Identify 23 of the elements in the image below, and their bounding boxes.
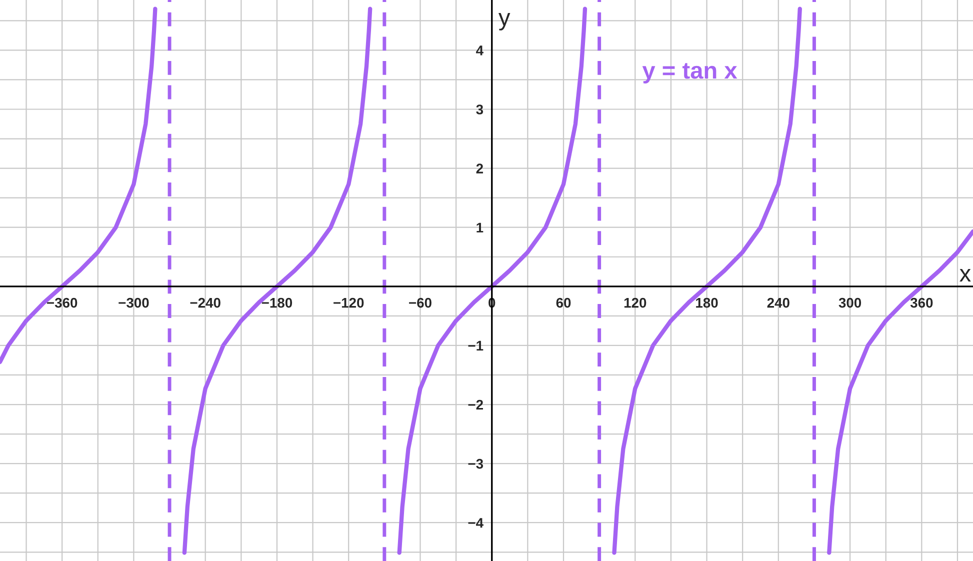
x-axis-title: x bbox=[960, 269, 971, 282]
y-tick-label: 4 bbox=[476, 46, 484, 56]
x-tick-label: −300 bbox=[118, 298, 149, 308]
y-tick-label: −2 bbox=[468, 400, 483, 410]
text: y = tan x bbox=[642, 63, 738, 84]
y-tick-label: 3 bbox=[476, 104, 484, 114]
y-tick-label: −1 bbox=[468, 340, 484, 350]
y-tick-label: 1 bbox=[476, 222, 484, 232]
x-tick-label: 360 bbox=[910, 298, 933, 308]
x-tick-label: 180 bbox=[696, 298, 718, 308]
y-tick-label: −3 bbox=[468, 458, 484, 469]
x-tick-label: −240 bbox=[190, 298, 220, 308]
x-tick-label: 240 bbox=[767, 298, 790, 308]
x-tick-label: −180 bbox=[262, 298, 292, 308]
x-tick-label: −360 bbox=[47, 298, 78, 308]
x-tick-label: 120 bbox=[624, 298, 646, 308]
y-tick-label: 2 bbox=[476, 164, 483, 174]
x-tick-label: −120 bbox=[334, 298, 364, 308]
x-tick-label: 60 bbox=[556, 298, 571, 308]
x-tick-label: 300 bbox=[838, 298, 862, 308]
y-axis-title: y bbox=[498, 13, 510, 30]
x-tick-label: −60 bbox=[409, 298, 432, 308]
y-tick-label: −4 bbox=[468, 518, 484, 528]
